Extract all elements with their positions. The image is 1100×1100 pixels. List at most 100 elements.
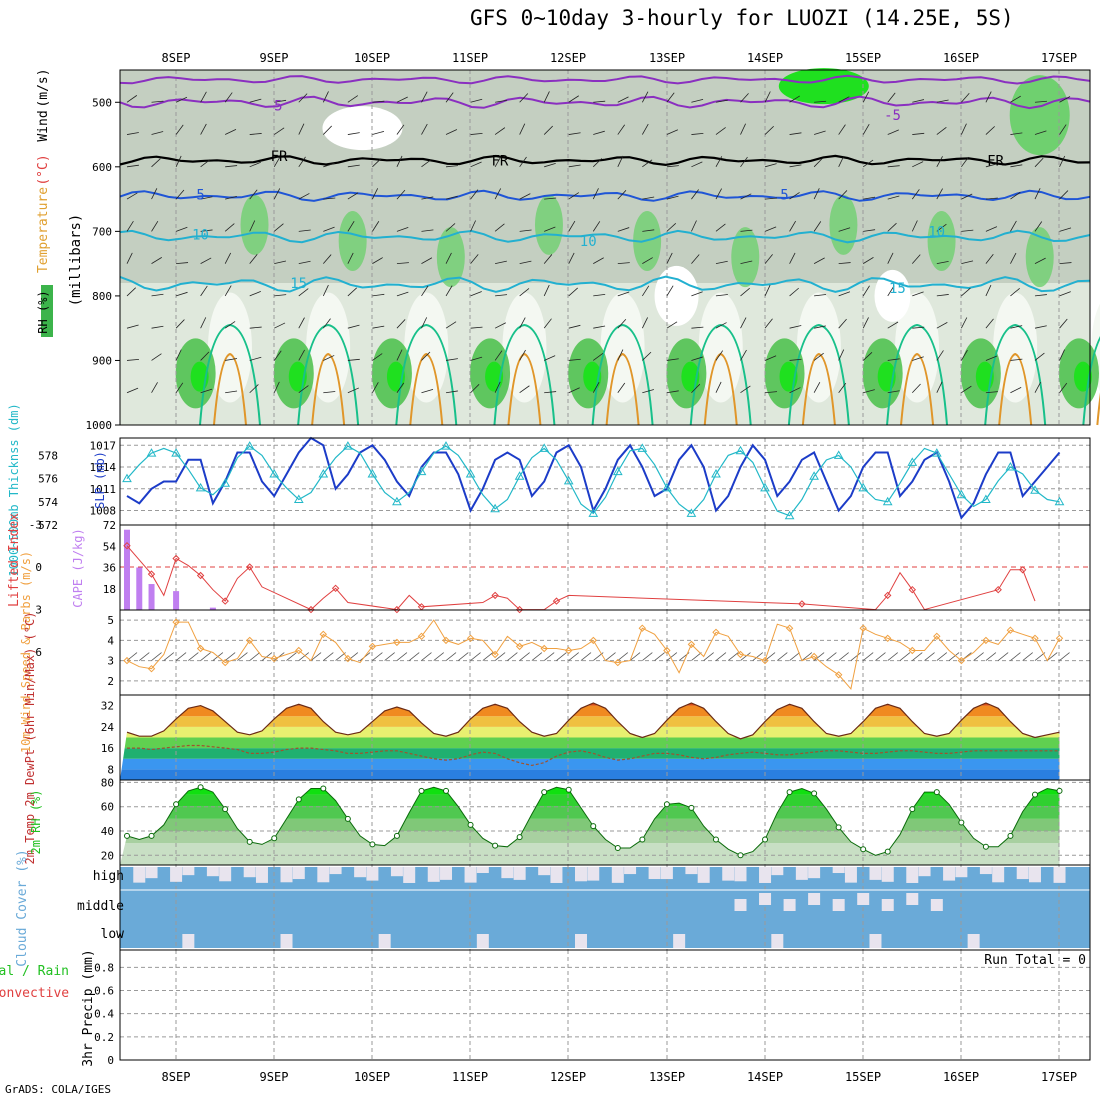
thickness-marker	[1054, 496, 1065, 506]
wind-barb	[814, 325, 826, 329]
wind-barb	[396, 652, 408, 661]
wind-barb	[445, 223, 456, 232]
wind-barb	[175, 155, 182, 167]
wind-barb	[175, 124, 184, 135]
wind-barb	[617, 349, 624, 361]
wind-barb	[666, 321, 678, 329]
wind-barb	[593, 130, 605, 135]
temp-contour-18	[984, 323, 1047, 426]
wind-speed-marker	[982, 636, 990, 645]
wind-barb	[396, 262, 409, 265]
wind-barb	[494, 188, 502, 200]
y-tick-label: 80	[101, 776, 114, 789]
wind-barb	[911, 254, 921, 264]
tick-label: 9SEP	[260, 1070, 289, 1084]
cloud-gap-high	[697, 867, 710, 883]
y-tick-label: 0.4	[94, 1008, 114, 1021]
wind-speed-marker	[147, 664, 156, 673]
rh-marker	[737, 852, 744, 859]
thickness-marker	[441, 441, 451, 450]
wind-barb	[126, 132, 139, 135]
wind-barb	[372, 188, 379, 200]
y-tick-label: 1011	[90, 483, 117, 496]
cloud-gap-high	[329, 867, 342, 875]
wind-barb	[1010, 652, 1021, 661]
cloud-gap-high	[685, 867, 698, 875]
wind-barb	[593, 353, 604, 361]
wind-barb	[912, 99, 925, 103]
contour-label: 15	[290, 276, 307, 292]
y-tick-label: 0	[107, 1054, 114, 1067]
wind-speed-marker	[736, 650, 745, 659]
rh-dry-cell	[895, 292, 940, 403]
cloud-gap-high	[145, 867, 158, 879]
wind-barb	[273, 350, 282, 361]
temp-contour-18	[493, 323, 556, 426]
wind-barb	[458, 652, 469, 661]
cloud-gap-high	[869, 867, 882, 880]
wind-barb	[298, 229, 311, 232]
cloud-gap-high	[243, 867, 256, 878]
y-tick-label: 2	[107, 675, 114, 688]
slp-line	[126, 436, 1061, 520]
wind-barb	[580, 652, 592, 661]
wind-barb	[1034, 130, 1047, 135]
wind-barb	[1059, 349, 1065, 361]
panel-label: RH (%)	[36, 290, 50, 333]
wind-barb	[789, 358, 802, 361]
wind-barb	[961, 349, 968, 361]
cloud-gap-low	[182, 934, 195, 948]
wind-barb	[642, 652, 653, 661]
cloud-gap-low	[476, 934, 489, 948]
wind-barb	[568, 192, 580, 200]
wind-barb	[936, 223, 947, 232]
contour-label: 10	[928, 224, 945, 240]
wind-barb	[752, 652, 764, 661]
y-tick-label: 40	[101, 825, 114, 838]
wind-barb	[543, 254, 553, 264]
y-tick-label: 1017	[90, 439, 117, 452]
wind-barb	[249, 290, 261, 297]
wind-barb	[838, 652, 849, 661]
y-tick-label: 8	[107, 763, 114, 776]
wind-barb	[445, 652, 457, 661]
wind-barb	[175, 291, 188, 297]
contour-label: -5	[884, 108, 901, 124]
wind-barb	[1010, 191, 1021, 200]
wind-barb	[396, 349, 403, 361]
cape-bar	[173, 591, 180, 610]
wind-barb	[298, 123, 305, 135]
wind-barb	[372, 221, 380, 232]
y-tick-label: 60	[101, 801, 114, 814]
wind-barb	[543, 91, 550, 103]
wind-barb	[445, 92, 454, 103]
wind-barb	[163, 652, 175, 661]
temp-isoline	[119, 275, 1091, 293]
wind-barb	[286, 652, 297, 661]
wind-barb	[862, 285, 870, 297]
wind-barb	[592, 382, 600, 393]
wind-barb	[1034, 257, 1046, 264]
wind-barb	[666, 129, 679, 135]
wind-barb	[298, 652, 310, 661]
panel-frame	[119, 949, 1091, 1061]
thickness-marker	[981, 494, 991, 503]
cloud-gap-low	[869, 934, 882, 948]
cloud-gap-high	[918, 867, 931, 877]
wind-barb	[666, 223, 677, 232]
rh-moist-cell	[731, 227, 760, 288]
wind-barb	[642, 351, 652, 361]
wind-barb	[642, 389, 655, 394]
wind-barb	[200, 257, 212, 264]
wind-barb	[200, 123, 207, 135]
y-tick-label: 800	[92, 290, 112, 303]
wind-barb	[396, 382, 405, 393]
cloud-gap-high	[992, 867, 1005, 883]
wind-barb	[519, 652, 530, 661]
contour-label: 10	[580, 234, 597, 250]
temp-band	[120, 705, 1060, 717]
rh-marker	[860, 846, 867, 853]
wind-barb	[323, 254, 332, 264]
wind-barb	[642, 229, 655, 232]
